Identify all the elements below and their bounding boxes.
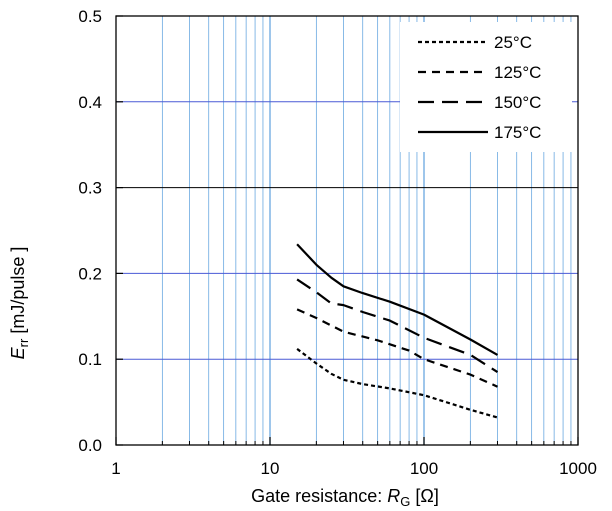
y-tick-labels: 0.0 0.1 0.2 0.3 0.4 0.5 — [78, 7, 102, 455]
x-axis-title: Gate resistance: RG [Ω] — [251, 486, 439, 509]
legend-label: 125°C — [494, 63, 541, 82]
legend-box — [400, 22, 572, 152]
legend-label: 150°C — [494, 93, 541, 112]
x-tick-label: 10 — [261, 459, 280, 478]
series-line-150C — [296, 278, 499, 374]
series-layer — [296, 243, 499, 419]
x-tick-label: 100 — [410, 459, 438, 478]
y-tick-label: 0.4 — [78, 93, 102, 112]
series-line-175C — [296, 243, 499, 356]
x-tick-label: 1000 — [559, 459, 597, 478]
y-tick-label: 0.2 — [78, 264, 102, 283]
minor-grid — [161, 16, 572, 445]
x-tick-labels: 1 10 100 1000 — [111, 459, 597, 478]
y-tick-label: 0.3 — [78, 179, 102, 198]
legend-label: 25°C — [494, 33, 532, 52]
y-tick-label: 0.5 — [78, 7, 102, 26]
x-tick-label: 1 — [111, 459, 120, 478]
tick-marks — [115, 15, 579, 446]
y-axis-title: Err [mJ/pulse ] — [8, 247, 31, 360]
series-line-125C — [296, 308, 498, 388]
legend-label: 175°C — [494, 123, 541, 142]
y-tick-label: 0.0 — [78, 436, 102, 455]
plot-frame — [115, 15, 579, 446]
y-tick-label: 0.1 — [78, 350, 102, 369]
series-line-25C — [296, 348, 498, 419]
legend: 25°C 125°C 150°C 175°C — [400, 22, 572, 152]
